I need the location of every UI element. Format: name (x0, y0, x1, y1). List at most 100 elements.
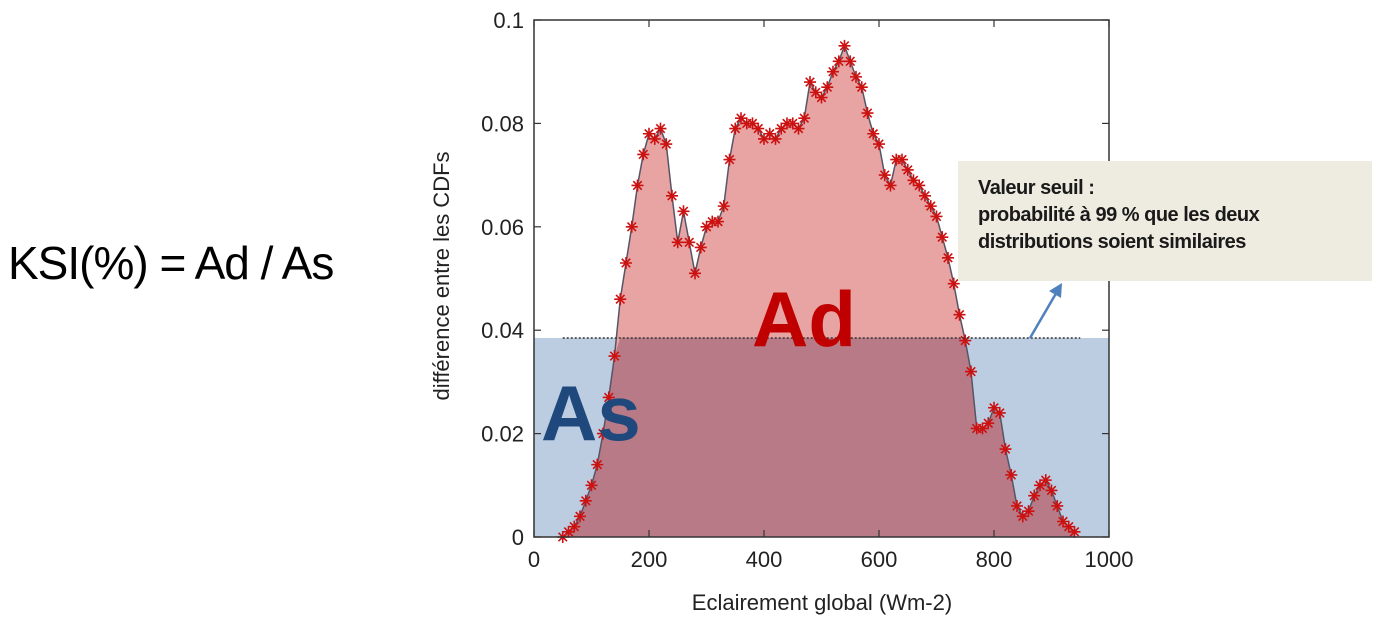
data-point (965, 365, 977, 378)
data-point (976, 422, 989, 435)
data-point (683, 236, 696, 249)
data-point (821, 81, 834, 94)
y-tick-label: 0.04 (481, 318, 524, 343)
data-point (1028, 489, 1041, 502)
data-point (809, 86, 822, 99)
x-tick-label: 800 (976, 547, 1013, 572)
data-point (775, 122, 788, 135)
data-point (574, 510, 586, 523)
data-point (850, 70, 862, 83)
data-point (1057, 515, 1069, 528)
threshold-annotation: Valeur seuil : probabilité à 99 % que le… (958, 161, 1372, 281)
data-point (827, 65, 839, 78)
data-point (608, 350, 621, 363)
y-tick-label: 0.08 (481, 111, 524, 136)
ad-region-label: Ad (752, 275, 856, 363)
curve-markers (556, 39, 1081, 543)
data-point (654, 122, 667, 135)
data-point (861, 107, 874, 120)
data-point (844, 55, 857, 68)
annotation-line-1: Valeur seuil : (978, 177, 1095, 199)
x-tick-label: 600 (861, 547, 898, 572)
ksi-formula: KSI(%) = Ad / As (8, 237, 334, 289)
data-point (947, 277, 960, 290)
arrow-shaft (1028, 289, 1060, 339)
data-point (792, 122, 805, 135)
data-point (786, 117, 799, 130)
data-point (1068, 525, 1081, 538)
data-point (993, 406, 1006, 419)
data-point (746, 117, 759, 130)
y-tick-label: 0.02 (481, 422, 524, 447)
x-axis-label: Eclairement global (Wm-2) (692, 590, 952, 615)
annotation-line-2: probabilité à 99 % que les deux (978, 204, 1260, 226)
data-point (798, 112, 811, 125)
overlap-area (562, 337, 1075, 537)
data-point (579, 494, 592, 507)
data-point (631, 179, 644, 192)
data-point (1051, 499, 1064, 512)
data-point (873, 138, 885, 151)
data-point (568, 520, 581, 533)
y-tick-label: 0 (512, 525, 524, 550)
x-tick-label: 1000 (1085, 547, 1134, 572)
x-tick-label: 200 (631, 547, 668, 572)
data-point (712, 215, 724, 228)
data-point (614, 293, 627, 306)
ad-region (562, 45, 1075, 537)
data-point (620, 256, 632, 269)
data-point (602, 391, 615, 404)
data-point (1039, 474, 1052, 487)
data-point (694, 241, 707, 254)
data-point (884, 179, 897, 192)
data-point (907, 174, 920, 187)
data-point (723, 153, 736, 166)
data-point (735, 112, 747, 125)
data-point (717, 200, 730, 213)
y-tick-label: 0.06 (481, 215, 524, 240)
data-point (959, 334, 972, 347)
annotation-arrow (1028, 283, 1062, 339)
data-point (838, 39, 851, 52)
data-point (804, 76, 816, 89)
data-point (855, 81, 868, 94)
data-point (562, 525, 575, 538)
data-point (919, 189, 931, 202)
data-point (597, 427, 609, 440)
annotation-line-3: distributions soient similaires (978, 231, 1246, 253)
y-tick-label: 0.1 (493, 8, 524, 33)
data-point (666, 189, 678, 202)
data-point (769, 132, 782, 145)
data-point (942, 251, 954, 264)
data-point (585, 479, 598, 492)
data-point (700, 220, 713, 233)
data-point (815, 91, 828, 104)
data-point (982, 417, 995, 430)
data-point (913, 179, 926, 192)
arrow-head (1049, 283, 1062, 298)
data-point (671, 236, 684, 249)
data-point (1005, 468, 1018, 481)
data-point (878, 169, 891, 182)
data-point (677, 205, 690, 218)
data-point (625, 220, 638, 233)
data-point (930, 210, 943, 223)
data-point (953, 308, 966, 321)
data-point (648, 132, 661, 145)
x-tick-label: 400 (746, 547, 783, 572)
data-point (637, 148, 650, 161)
data-point (752, 122, 765, 135)
data-point (1011, 499, 1023, 512)
data-point (924, 200, 937, 213)
data-point (988, 401, 1000, 414)
y-axis-label: différence entre les CDFs (429, 151, 454, 400)
data-point (763, 127, 776, 140)
data-point (901, 163, 914, 176)
data-point (729, 122, 742, 135)
data-point (1045, 484, 1058, 497)
as-region-label: As (541, 369, 641, 457)
data-point (999, 443, 1012, 456)
data-point (1062, 520, 1075, 533)
data-point (1034, 479, 1046, 492)
